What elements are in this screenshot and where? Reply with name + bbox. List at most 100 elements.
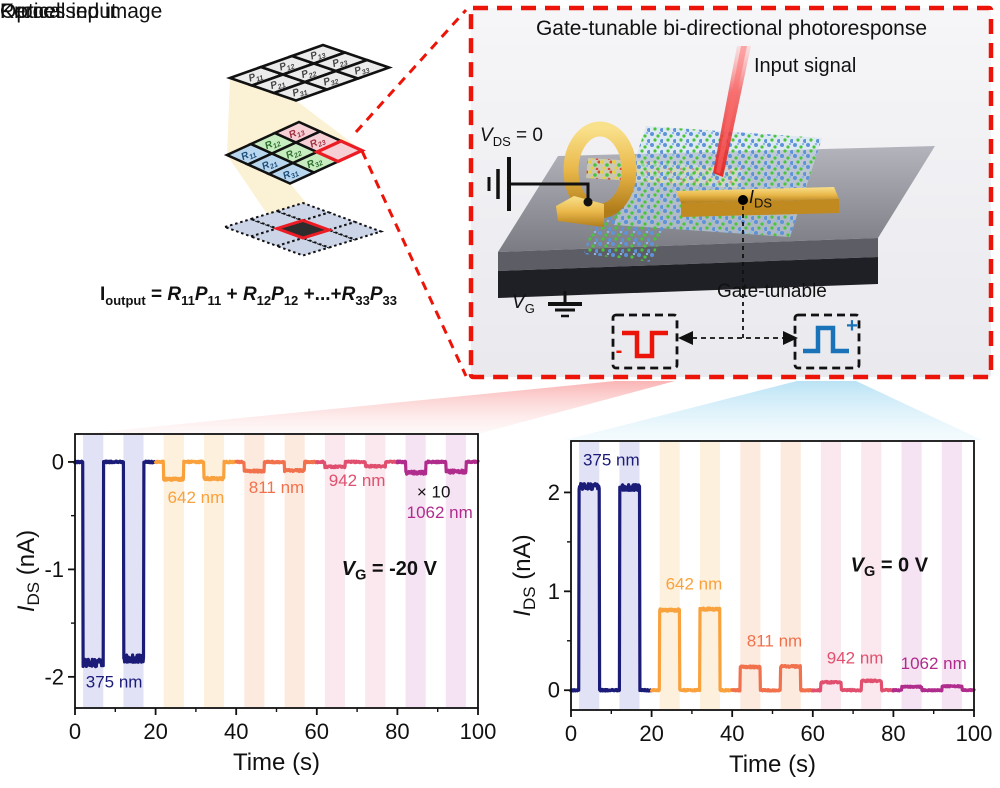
- grid-cell: [313, 139, 366, 164]
- illumination-band-942nm: [861, 441, 882, 710]
- illumination-band-375nm: [83, 434, 104, 708]
- illumination-band-1062nm: [901, 441, 922, 710]
- grid-cell-label: P13: [309, 47, 327, 64]
- illumination-band-811nm: [284, 434, 305, 708]
- device-illustration: - +: [468, 5, 994, 380]
- vg-label: VG: [512, 292, 535, 316]
- ids-probe-dot: [738, 195, 748, 205]
- grid-cell-label: R12: [263, 136, 282, 154]
- illumination-band-942nm: [365, 434, 386, 708]
- y-tick-label: 1: [548, 579, 560, 604]
- illumination-band-375nm: [579, 441, 600, 710]
- device-panel-title: Gate-tunable bi-directional photorespons…: [535, 17, 928, 40]
- gate-ground-symbol: [548, 291, 582, 318]
- x-tick-label: 0: [69, 719, 81, 744]
- y-tick-label: 2: [548, 480, 560, 505]
- zoom-connector-line-top: [354, 8, 468, 134]
- wavelength-label: 1062 nm: [407, 503, 473, 522]
- ids-label: IDS: [749, 187, 773, 211]
- gate-tunable-label: Gate-tunable: [717, 281, 827, 302]
- illumination-band-642nm: [163, 434, 184, 708]
- device-panel: - + Gate-tunable bi-directional photores…: [468, 5, 995, 381]
- illumination-band-642nm: [700, 441, 721, 710]
- optical-input-label: Optical input: [0, 0, 117, 23]
- chart-vg-zero: 0 20 40 60 80 100 0 1 2 Time (s) IDS (nA) 375 nm 642…: [509, 440, 993, 778]
- y-axis-label: IDS (nA): [13, 530, 43, 612]
- wavelength-label: 642 nm: [666, 574, 723, 593]
- x-tick-label: 80: [385, 719, 409, 744]
- bidirectional-arrow: [678, 331, 798, 345]
- optical-input-grid: P11 P12 P13 P21 P22 P23 P31 P32 P33: [226, 43, 393, 102]
- grid-cell-label: R21: [260, 156, 279, 174]
- x-tick-label: 100: [956, 721, 993, 746]
- illumination-band-811nm: [780, 441, 801, 710]
- processed-image-grid: [221, 201, 385, 257]
- x-tick-label: 60: [305, 719, 329, 744]
- y-tick-label: 0: [52, 449, 64, 474]
- kernel-label: Kernel: [0, 0, 61, 23]
- grid-cell-label: R32: [305, 155, 324, 173]
- grid-cell-label: R13: [287, 125, 306, 143]
- wavelength-label: 942 nm: [827, 649, 884, 668]
- input-signal-label: Input signal: [754, 55, 857, 77]
- grid-cell-label: P23: [331, 55, 349, 72]
- illumination-band-1062nm: [941, 441, 962, 710]
- laser-beam: [713, 46, 751, 177]
- illumination-band-942nm: [324, 434, 345, 708]
- trace-942nm: [811, 678, 895, 693]
- trace-642nm: [650, 606, 734, 693]
- trace-642nm: [154, 459, 238, 482]
- x-tick-label: 20: [143, 719, 167, 744]
- illumination-band-642nm: [204, 434, 225, 708]
- trace-811nm: [730, 663, 815, 693]
- negative-response-ribbon: [80, 381, 675, 434]
- zoom-ribbons: [80, 381, 982, 440]
- y-tick-label: -1: [44, 557, 64, 582]
- wavelength-label: 1062 nm: [901, 654, 967, 673]
- zoom-connector-line-bottom: [360, 150, 468, 377]
- drain-electrode-bar: [676, 187, 839, 217]
- gate-voltage-label: VG = -20 V: [342, 558, 438, 584]
- wavelength-label: 811 nm: [747, 632, 802, 651]
- x-tick-label: 20: [639, 721, 663, 746]
- grid-cell: [332, 58, 393, 80]
- chart-vg-minus20: 0 20 40 60 80 100 0 -1 -2 Time (s) IDS (nA) 375 nm 6…: [13, 433, 497, 776]
- convolution-schematic: P11P12P13P21P22P23P31P32P33R11R12R13R21R…: [221, 8, 468, 377]
- trace-1062nm: [891, 684, 976, 693]
- scale-multiplier-label: × 10: [417, 482, 451, 501]
- x-axis-label: Time (s): [233, 749, 320, 776]
- trace-811nm: [234, 459, 319, 474]
- grid-cell-label: P31: [291, 84, 309, 101]
- processed-image-label: Processed image: [0, 0, 163, 23]
- positive-response-ribbon: [565, 381, 982, 440]
- illumination-band-811nm: [740, 441, 761, 710]
- grid-cell-label: P22: [300, 66, 318, 83]
- grid-cell-label: P21: [269, 77, 287, 94]
- grid-cell: [272, 218, 334, 240]
- vds-label: VDS = 0: [480, 125, 543, 149]
- wavelength-label: 811 nm: [249, 478, 304, 497]
- x-tick-label: 100: [460, 719, 497, 744]
- x-axis-label: Time (s): [729, 751, 816, 778]
- illumination-band-375nm: [619, 441, 640, 710]
- gate-voltage-label: VG = 0 V: [851, 555, 929, 581]
- trace-375nm: [569, 482, 654, 693]
- output-equation: Ioutput = R11P11 + R12P12 +...+R33P33: [100, 284, 397, 308]
- x-tick-label: 0: [565, 721, 577, 746]
- grid-cell-label: R22: [284, 145, 303, 163]
- grid-cell-label: R31: [281, 166, 300, 184]
- y-axis-label: IDS (nA): [509, 534, 539, 616]
- wavelength-label: 942 nm: [329, 471, 386, 490]
- grid-cell-label: P12: [278, 58, 296, 75]
- grid-cell: [325, 220, 385, 241]
- x-tick-label: 40: [224, 719, 248, 744]
- y-tick-label: 0: [548, 678, 560, 703]
- positive-sign: +: [846, 315, 858, 337]
- grid-cell-label: P11: [247, 69, 264, 85]
- wavelength-label: 375 nm: [583, 451, 640, 470]
- illumination-band-1062nm: [445, 434, 466, 708]
- illumination-band-1062nm: [405, 434, 426, 708]
- x-tick-label: 80: [881, 721, 905, 746]
- illumination-band-942nm: [820, 441, 841, 710]
